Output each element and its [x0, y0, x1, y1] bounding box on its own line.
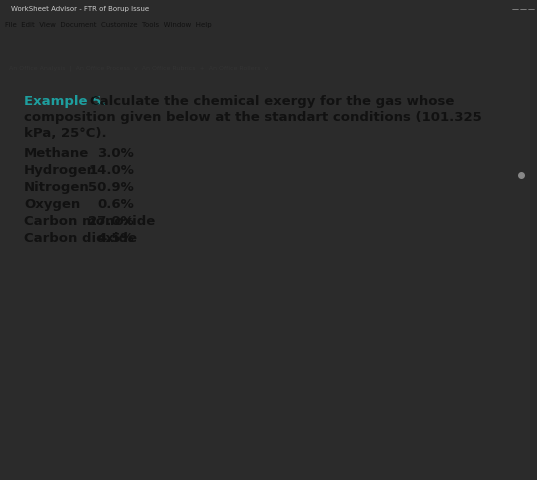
Text: 3.0%: 3.0% [97, 147, 134, 160]
Text: —: — [528, 6, 535, 12]
Text: 14.0%: 14.0% [88, 164, 134, 177]
Text: Methane: Methane [24, 147, 89, 160]
Text: Carbon dioxide: Carbon dioxide [24, 232, 137, 245]
Text: Carbon monoxide: Carbon monoxide [24, 215, 155, 228]
Text: Calculate the chemical exergy for the gas whose: Calculate the chemical exergy for the ga… [90, 95, 454, 108]
Text: —: — [520, 6, 527, 12]
Text: Example 5.: Example 5. [24, 95, 106, 108]
Text: composition given below at the standart conditions (101.325: composition given below at the standart … [24, 111, 482, 124]
Text: —: — [512, 6, 519, 12]
Text: 27.0%: 27.0% [88, 215, 134, 228]
Text: File  Edit  View  Document  Customize  Tools  Window  Help: File Edit View Document Customize Tools … [5, 22, 212, 28]
Text: An Office Analysis  |  An Office Process  v  An Office Rubrics  +  An Office Rol: An Office Analysis | An Office Process v… [5, 65, 268, 71]
Text: Nitrogen: Nitrogen [24, 181, 90, 194]
Text: WorkSheet Advisor - FTR of Borup Issue: WorkSheet Advisor - FTR of Borup Issue [11, 6, 149, 12]
Text: 50.9%: 50.9% [88, 181, 134, 194]
Text: Oxygen: Oxygen [24, 198, 80, 211]
Text: 0.6%: 0.6% [97, 198, 134, 211]
Text: Hydrogen: Hydrogen [24, 164, 97, 177]
Text: kPa, 25°C).: kPa, 25°C). [24, 127, 107, 140]
Text: 4.5%: 4.5% [97, 232, 134, 245]
